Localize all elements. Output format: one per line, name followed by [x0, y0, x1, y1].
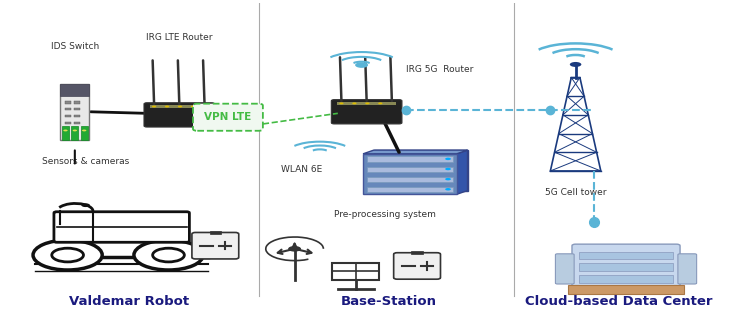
Bar: [65, 115, 71, 117]
Bar: [60, 84, 89, 96]
Text: IDS Switch: IDS Switch: [51, 42, 99, 51]
Circle shape: [570, 62, 581, 67]
FancyBboxPatch shape: [572, 244, 680, 288]
Circle shape: [82, 130, 86, 132]
Circle shape: [52, 248, 83, 262]
Bar: [150, 105, 209, 108]
Bar: [71, 126, 78, 140]
Bar: [332, 263, 380, 280]
Polygon shape: [363, 150, 467, 154]
Polygon shape: [551, 78, 601, 171]
Text: Sensors & cameras: Sensors & cameras: [42, 157, 129, 166]
Bar: [65, 108, 71, 110]
FancyBboxPatch shape: [192, 232, 239, 259]
Bar: [579, 252, 673, 259]
Circle shape: [378, 102, 383, 104]
Circle shape: [33, 240, 102, 270]
Bar: [337, 102, 397, 105]
Bar: [62, 126, 69, 140]
Circle shape: [366, 102, 369, 104]
Bar: [74, 122, 80, 124]
Text: Valdemar Robot: Valdemar Robot: [69, 295, 189, 308]
Text: 5G Cell tower: 5G Cell tower: [545, 188, 607, 197]
Bar: [366, 177, 453, 182]
FancyBboxPatch shape: [54, 212, 189, 242]
Text: Pre-processing system: Pre-processing system: [334, 210, 436, 219]
Bar: [209, 231, 221, 234]
Circle shape: [134, 240, 203, 270]
Bar: [65, 101, 71, 104]
Polygon shape: [457, 150, 467, 194]
Bar: [74, 115, 80, 117]
Circle shape: [445, 178, 451, 180]
Bar: [74, 108, 80, 110]
Text: WLAN 6E: WLAN 6E: [282, 165, 322, 174]
FancyBboxPatch shape: [332, 100, 402, 124]
Circle shape: [191, 106, 195, 107]
Bar: [568, 285, 684, 294]
Bar: [366, 156, 453, 162]
Circle shape: [73, 130, 77, 132]
Text: Base-Station: Base-Station: [340, 295, 436, 308]
Bar: [411, 251, 423, 254]
Bar: [374, 150, 467, 191]
Circle shape: [153, 248, 184, 262]
Circle shape: [165, 106, 170, 107]
Circle shape: [152, 106, 156, 107]
Bar: [579, 263, 673, 271]
FancyBboxPatch shape: [556, 254, 574, 284]
Circle shape: [445, 188, 451, 191]
Bar: [363, 154, 457, 194]
Text: IRG 5G  Router: IRG 5G Router: [406, 65, 474, 74]
Text: VPN LTE: VPN LTE: [204, 112, 251, 122]
Circle shape: [355, 62, 368, 68]
Circle shape: [178, 106, 182, 107]
FancyBboxPatch shape: [394, 253, 441, 279]
Bar: [80, 126, 88, 140]
FancyBboxPatch shape: [144, 103, 214, 127]
Bar: [74, 101, 80, 104]
Circle shape: [63, 130, 68, 132]
Bar: [366, 166, 453, 172]
Circle shape: [339, 102, 343, 104]
Text: Cloud-based Data Center: Cloud-based Data Center: [525, 295, 713, 308]
Bar: [579, 275, 673, 283]
Bar: [366, 187, 453, 192]
FancyBboxPatch shape: [193, 104, 263, 131]
FancyBboxPatch shape: [678, 254, 696, 284]
Circle shape: [445, 158, 451, 160]
Bar: [65, 122, 71, 124]
Circle shape: [352, 102, 357, 104]
Circle shape: [288, 246, 301, 252]
Circle shape: [81, 203, 90, 207]
Circle shape: [445, 168, 451, 170]
FancyBboxPatch shape: [60, 84, 89, 140]
Text: IRG LTE Router: IRG LTE Router: [146, 33, 212, 42]
